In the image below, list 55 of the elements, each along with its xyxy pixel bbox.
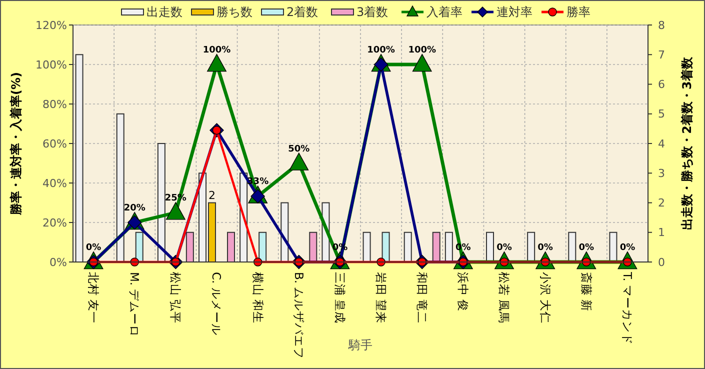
data-label: 100% (202, 46, 231, 56)
y-tick-label: 40% (42, 176, 67, 190)
y-tick-label: 120% (36, 18, 67, 32)
y2-tick-label: 6 (658, 78, 665, 92)
legend-label: 2着数 (286, 5, 318, 20)
x-tick-label: 横山 和生 (250, 272, 265, 324)
legend-label: 入着率 (426, 5, 462, 20)
data-label: 0% (86, 243, 102, 253)
y-axis-title: 勝率・連対率・入着率(%) (9, 72, 23, 216)
legend-label: 3着数 (356, 5, 388, 20)
y-tick-label: 60% (42, 137, 67, 150)
y2-tick-label: 7 (658, 48, 665, 62)
y-tick-label: 80% (42, 98, 67, 111)
x-axis-title: 騎手 (348, 338, 372, 352)
y2-tick-label: 3 (658, 166, 665, 180)
data-label: 100% (367, 46, 395, 56)
legend-label: 出走数 (146, 5, 182, 20)
y-tick-label: 0% (50, 256, 67, 269)
y2-tick-label: 0 (658, 256, 665, 269)
data-label: 0% (496, 243, 512, 253)
x-tick-label: C. ルメール (210, 272, 224, 336)
y2-tick-label: 5 (658, 108, 665, 121)
data-label: 100% (408, 46, 436, 56)
x-tick-label: 浜中 俊 (456, 272, 470, 312)
point (166, 202, 186, 220)
point (289, 152, 309, 170)
legend-label: 勝率 (566, 5, 590, 20)
data-label: 0% (538, 243, 553, 253)
y2-tick-label: 2 (658, 196, 665, 210)
y-tick-label: 20% (42, 216, 67, 230)
x-tick-label: 斎藤 新 (579, 272, 594, 312)
point (207, 54, 226, 72)
x-tick-label: 三浦 皇成 (332, 272, 347, 324)
x-tick-label: 北村 友一 (86, 272, 101, 324)
y-tick-label: 100% (36, 58, 67, 72)
data-label: 0% (578, 243, 594, 253)
x-tick-label: T. マーカンド (620, 271, 634, 345)
y2-axis-title: 出走数・勝ち数・2着数・3着数 (680, 56, 694, 230)
x-tick-label: 小沢 大仁 (538, 272, 552, 324)
y2-tick-label: 4 (658, 137, 665, 150)
data-label: 50% (288, 144, 310, 154)
data-label: 2 (208, 188, 216, 202)
legend-label: 連対率 (496, 5, 532, 20)
y2-tick-label: 8 (658, 18, 665, 32)
x-tick-label: 岩田 望来 (374, 272, 388, 324)
data-label: 20% (124, 204, 146, 214)
x-tick-label: 松若 風馬 (497, 272, 512, 324)
legend-label: 勝ち数 (216, 5, 252, 20)
x-tick-label: B. ムルザバエフ (292, 272, 306, 360)
x-tick-label: 和田 竜二 (415, 272, 430, 324)
y2-tick-label: 1 (658, 226, 665, 240)
point (412, 54, 432, 72)
data-label: 0% (620, 243, 636, 253)
x-tick-label: 松山 弘平 (168, 272, 183, 324)
x-tick-label: M. デムーロ (128, 272, 142, 338)
